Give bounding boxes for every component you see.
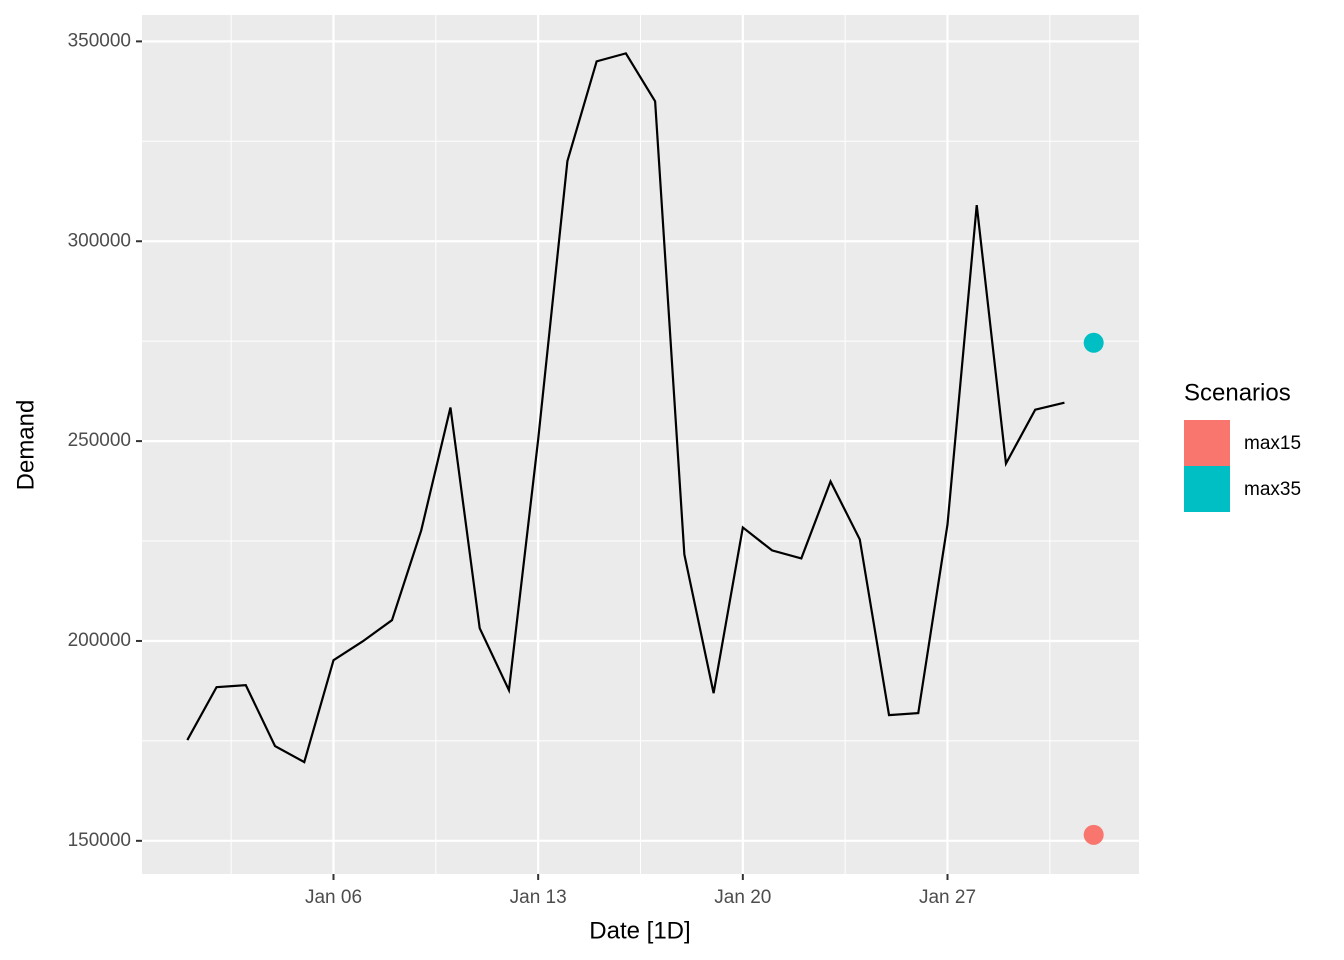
y-tick-label: 150000 bbox=[68, 830, 131, 851]
legend-label: max15 bbox=[1244, 433, 1301, 454]
x-tick-label: Jan 20 bbox=[714, 887, 771, 908]
demand-line bbox=[186, 52, 1065, 764]
scenario-point bbox=[1083, 332, 1104, 353]
y-tick-label: 300000 bbox=[68, 230, 131, 251]
legend-key bbox=[1184, 466, 1230, 512]
x-tick-label: Jan 27 bbox=[919, 887, 976, 908]
legend-title: Scenarios bbox=[1184, 379, 1291, 406]
y-tick-label: 200000 bbox=[68, 630, 131, 651]
y-tick-label: 250000 bbox=[68, 430, 131, 451]
legend-label: max35 bbox=[1244, 479, 1301, 500]
y-axis-title: Demand bbox=[12, 400, 39, 491]
y-tick-label: 350000 bbox=[68, 30, 131, 51]
x-tick-label: Jan 13 bbox=[510, 887, 567, 908]
scenario-point bbox=[1083, 824, 1104, 845]
x-axis-title: Date [1D] bbox=[589, 917, 690, 944]
x-tick-label: Jan 06 bbox=[305, 887, 362, 908]
legend-key bbox=[1184, 420, 1230, 466]
